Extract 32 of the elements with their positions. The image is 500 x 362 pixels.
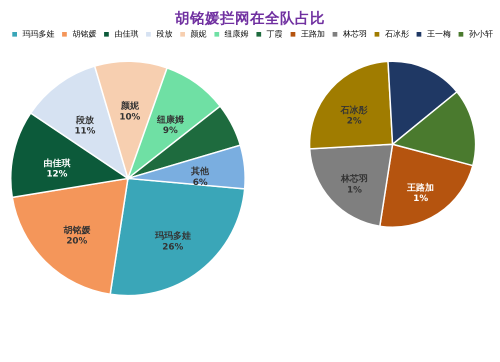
slice-label: 其他 — [190, 166, 210, 178]
legend-label: 王路加 — [300, 29, 325, 38]
data-label: 1% — [346, 185, 362, 196]
legend-label: 王一梅 — [426, 29, 451, 38]
data-label: 20% — [66, 236, 88, 247]
data-label: 1% — [413, 194, 428, 204]
data-label: 12% — [46, 170, 68, 180]
slice-label: 王路加 — [406, 182, 434, 194]
slice-label: 胡铭媛 — [62, 225, 90, 236]
legend-label: 林芯羽 — [342, 29, 367, 38]
legend-label: 纽康姆 — [224, 29, 249, 38]
slice-label: 玛玛多娃 — [154, 230, 191, 242]
legend-label: 玛玛多娃 — [22, 29, 54, 38]
data-label: 11% — [74, 126, 96, 137]
legend-label: 丁霞 — [266, 29, 283, 38]
data-label: 10% — [119, 112, 141, 122]
legend-label: 由佳琪 — [114, 29, 138, 38]
legend-label: 石冰彤 — [384, 29, 409, 38]
slice-label: 纽康姆 — [156, 114, 184, 126]
legend-label: 颜妮 — [190, 29, 206, 38]
slice-label: 段放 — [74, 114, 95, 126]
slice-label: 由佳琪 — [43, 158, 70, 169]
chart-title: 胡铭媛拦网在全队占比 — [174, 10, 325, 28]
slice-label: 石冰彤 — [340, 104, 369, 116]
slice-label: 林芯羽 — [340, 174, 368, 185]
data-label: 9% — [162, 126, 178, 136]
data-label: 26% — [162, 242, 184, 252]
data-label: 2% — [346, 116, 362, 127]
legend-label: 胡铭媛 — [72, 29, 96, 38]
slice-label: 颜妮 — [120, 100, 140, 112]
legend-label: 孙小轩 — [468, 29, 493, 38]
legend-label: 段放 — [156, 29, 172, 38]
